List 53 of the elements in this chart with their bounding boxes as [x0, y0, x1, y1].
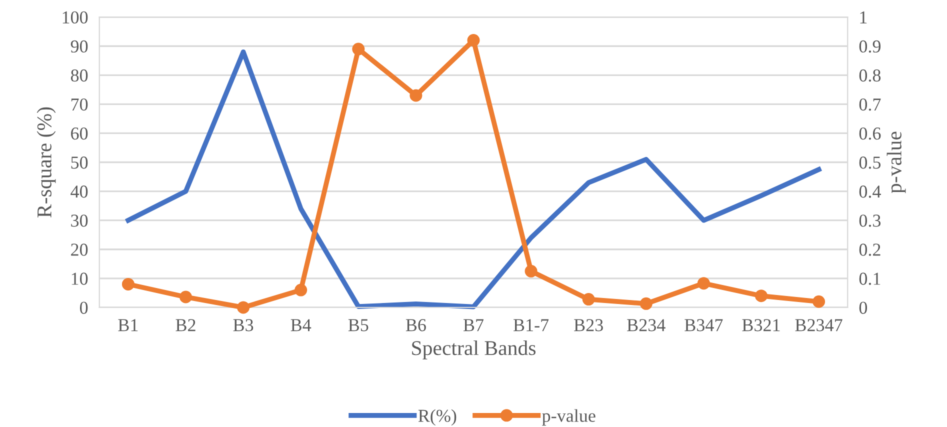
x-tick-label: B1: [118, 319, 138, 332]
y-tick-label: 20: [71, 244, 88, 256]
x-tick-label: B347: [684, 319, 723, 332]
y-tick-label: 60: [71, 127, 88, 140]
point: [237, 301, 250, 314]
x-tick-label: B4: [290, 319, 312, 332]
y-tick-label: 90: [70, 40, 88, 53]
point: [640, 297, 652, 310]
x-tick-label: B234: [627, 319, 666, 332]
y-tick-label: 50: [71, 156, 88, 169]
point: [582, 293, 595, 306]
x-tick-label: B321: [742, 319, 780, 332]
point: [812, 295, 826, 308]
y2-tick-label: 0.4: [859, 186, 881, 198]
y2-tick-label: 1: [860, 11, 867, 24]
y-tick-label: 100: [62, 11, 88, 24]
point: [524, 264, 538, 278]
x-tick-label: B3: [233, 319, 254, 332]
x-axis-title: Spectral Bands: [412, 340, 536, 360]
x-tick-label: B7: [463, 319, 484, 332]
point: [467, 34, 480, 47]
point: [410, 89, 422, 102]
y-tick-label: 80: [70, 69, 88, 82]
y-tick-label: 30: [71, 214, 88, 227]
x-tick-label: B5: [348, 319, 368, 332]
x-tick-label: B2: [176, 319, 196, 332]
y-tick-label: 10: [72, 272, 88, 285]
y2-axis-title: p-value: [886, 132, 906, 194]
y2-tick-label: 0.2: [859, 244, 880, 256]
y-tick-label: 40: [70, 186, 88, 198]
y2-tick-label: 0.7: [859, 98, 881, 111]
y-axis-title: R-square (%): [36, 107, 56, 218]
point: [352, 42, 365, 56]
x-tick-label: B6: [406, 319, 426, 332]
y2-tick-label: 0.5: [859, 156, 881, 169]
y2-tick-label: 0.9: [859, 40, 881, 53]
y-tick-label: 0: [80, 302, 88, 314]
y2-tick-label: 0.3: [859, 214, 881, 227]
point: [180, 290, 192, 304]
point: [294, 284, 308, 296]
x-tick-label: B23: [574, 319, 603, 332]
y2-tick-label: 0: [859, 302, 868, 314]
point: [122, 278, 134, 290]
point: [697, 277, 710, 290]
point: [754, 290, 768, 302]
legend-label: p-value: [542, 409, 596, 426]
y2-tick-label: 0.6: [859, 127, 881, 140]
x-tick-label: B1-7: [514, 319, 549, 332]
legend-label: R(%): [418, 409, 456, 426]
y-tick-label: 70: [71, 98, 88, 111]
y2-tick-label: 0.1: [859, 272, 880, 285]
y2-tick-label: 0.8: [859, 69, 881, 82]
x-tick-label: B2347: [795, 319, 842, 332]
